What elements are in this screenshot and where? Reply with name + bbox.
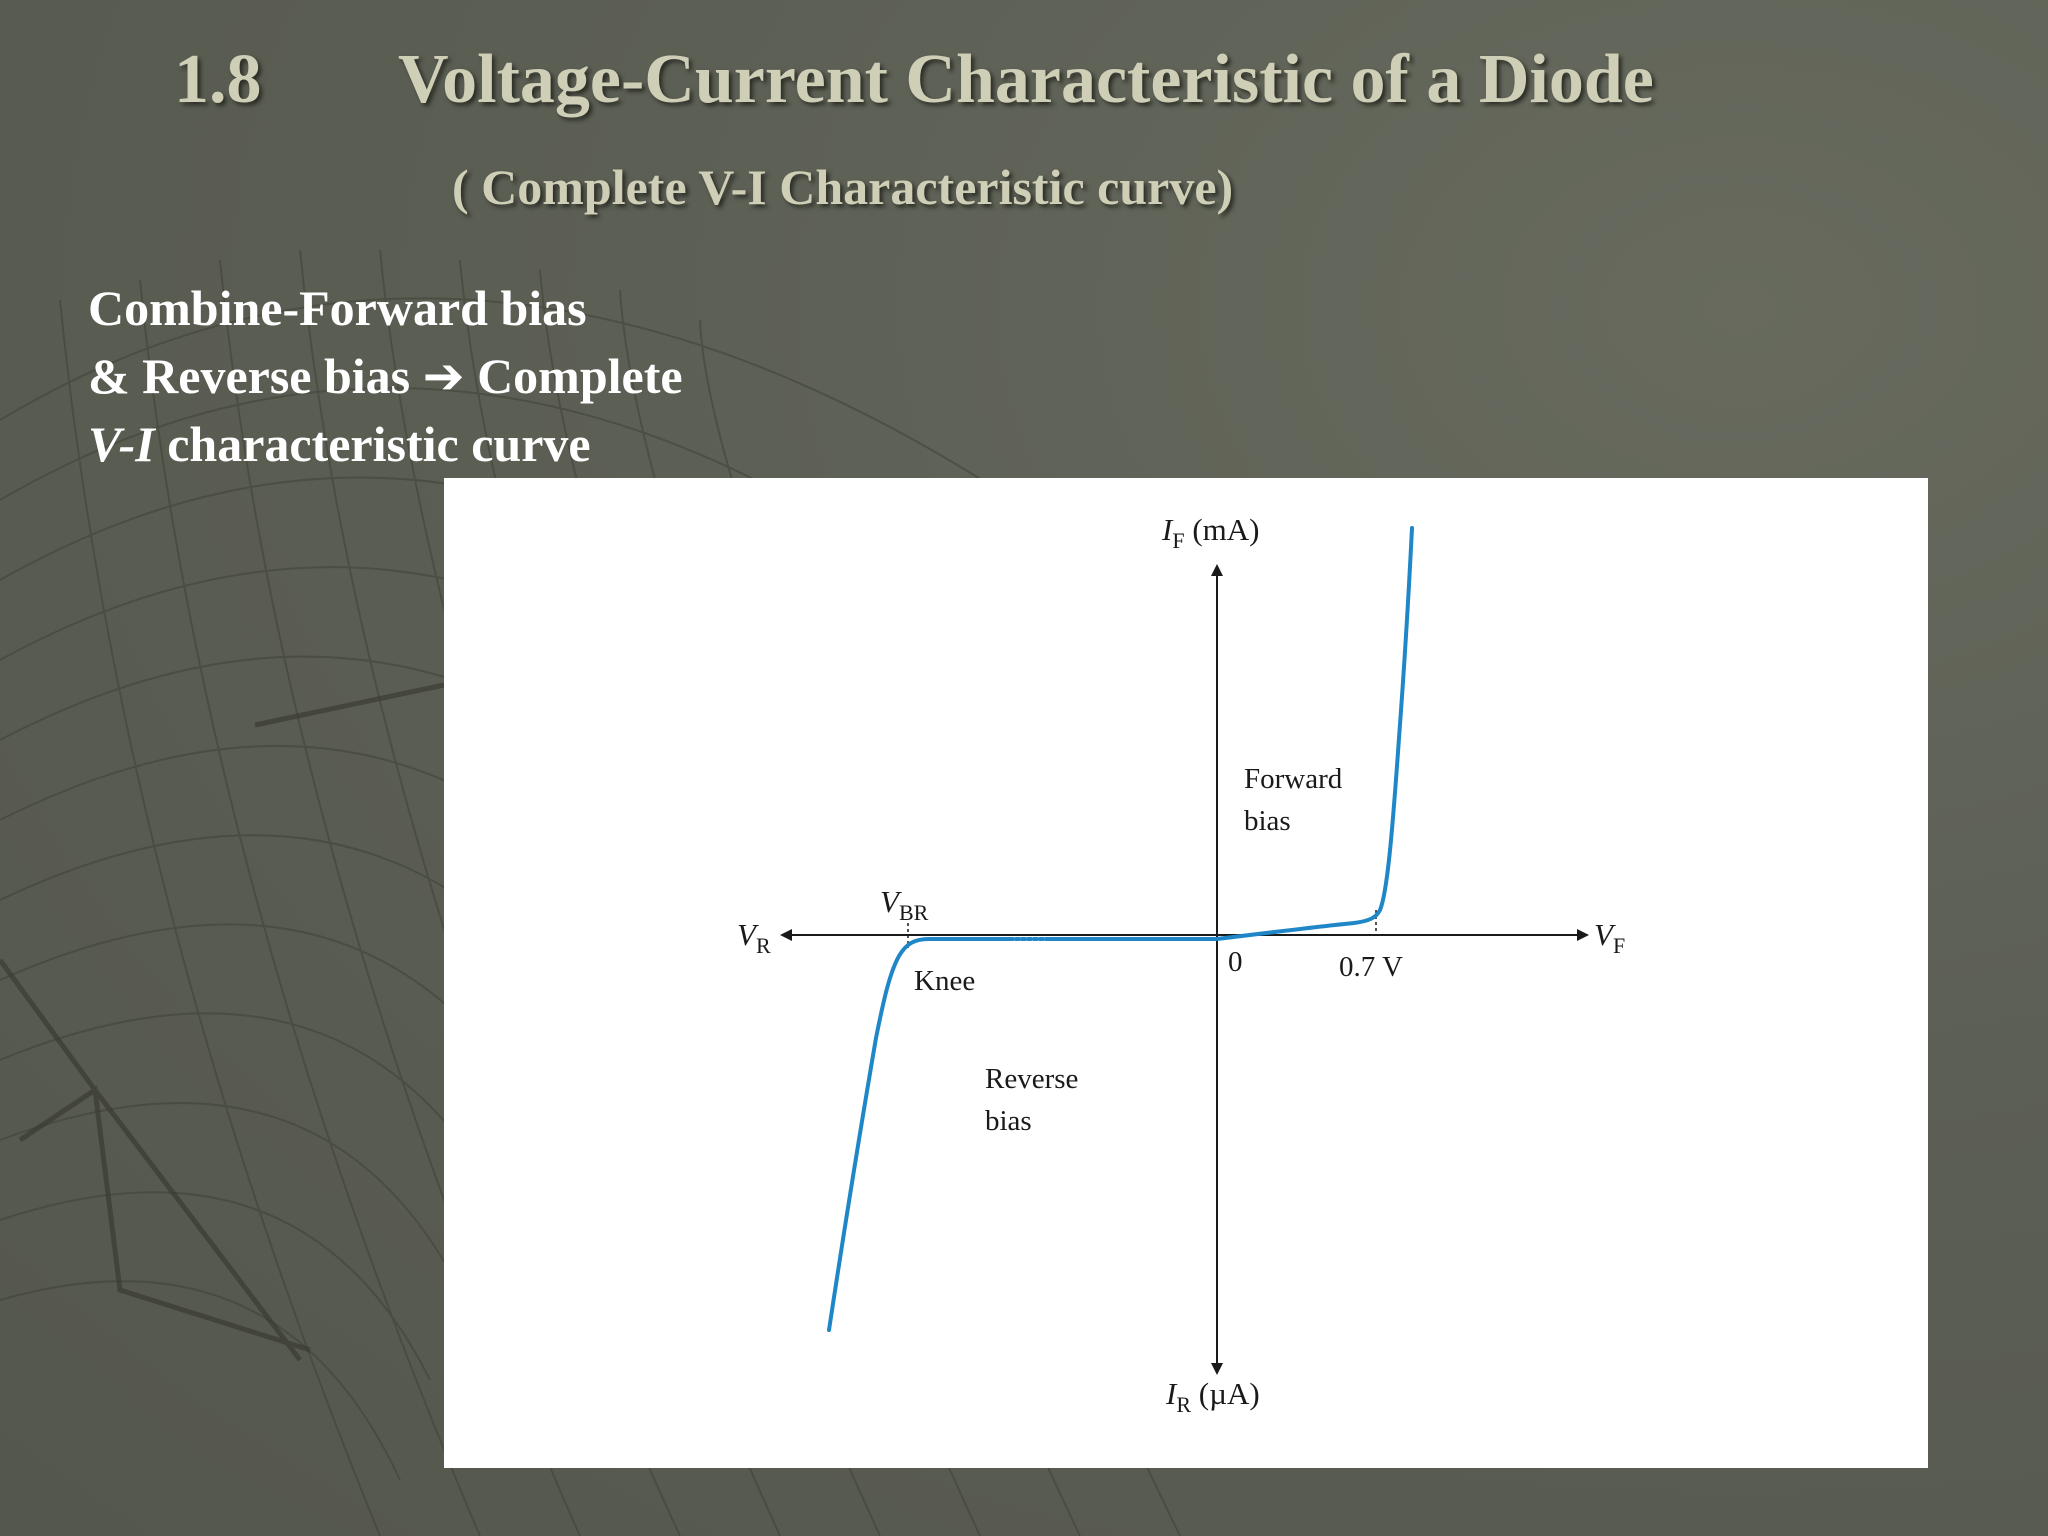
reverse-current-axis-label: IR (µA) bbox=[1165, 1376, 1260, 1417]
forward-bias-curve bbox=[1215, 526, 1414, 941]
slide-title: Voltage-Current Characteristic of a Diod… bbox=[398, 41, 1654, 118]
description-line-2-prefix: & Reverse bias bbox=[88, 348, 411, 404]
description-text: Combine-Forward bias & Reverse bias ➔ Co… bbox=[88, 274, 683, 478]
reverse-bias-label-line-1: Reverse bbox=[985, 1063, 1078, 1095]
right-arrow-icon: ➔ bbox=[422, 347, 465, 405]
threshold-voltage-label: 0.7 V bbox=[1339, 951, 1403, 983]
description-line-3-rest: characteristic curve bbox=[154, 416, 591, 472]
vi-characteristic-diagram: IF (mA) IR (µA) VF VR VBR 0 0.7 V Knee F… bbox=[444, 478, 1928, 1468]
description-line-2: & Reverse bias ➔ Complete bbox=[88, 342, 683, 410]
forward-bias-label-line-2: bias bbox=[1244, 805, 1291, 837]
diagram-canvas: IF (mA) IR (µA) VF VR VBR 0 0.7 V Knee F… bbox=[737, 512, 1625, 1417]
origin-label: 0 bbox=[1228, 946, 1243, 978]
characteristic-curve bbox=[827, 526, 1414, 1332]
reverse-voltage-axis-label: VR bbox=[737, 917, 771, 958]
description-line-2-suffix: Complete bbox=[477, 348, 683, 404]
forward-bias-label-line-1: Forward bbox=[1244, 763, 1343, 795]
reverse-bias-label-line-2: bias bbox=[985, 1105, 1032, 1137]
description-line-1: Combine-Forward bias bbox=[88, 280, 587, 336]
reverse-breakdown-curve bbox=[827, 937, 1011, 1332]
description-vi-italic: V-I bbox=[88, 416, 155, 472]
slide-number: 1.8 bbox=[174, 41, 262, 118]
breakdown-voltage-label: VBR bbox=[880, 884, 929, 925]
forward-current-axis-label: IF (mA) bbox=[1161, 512, 1259, 553]
slide-subtitle: ( Complete V-I Characteristic curve) bbox=[452, 159, 1234, 215]
knee-label: Knee bbox=[914, 965, 975, 997]
description-line-3: V-I characteristic curve bbox=[88, 410, 683, 478]
forward-voltage-axis-label: VF bbox=[1594, 917, 1625, 958]
